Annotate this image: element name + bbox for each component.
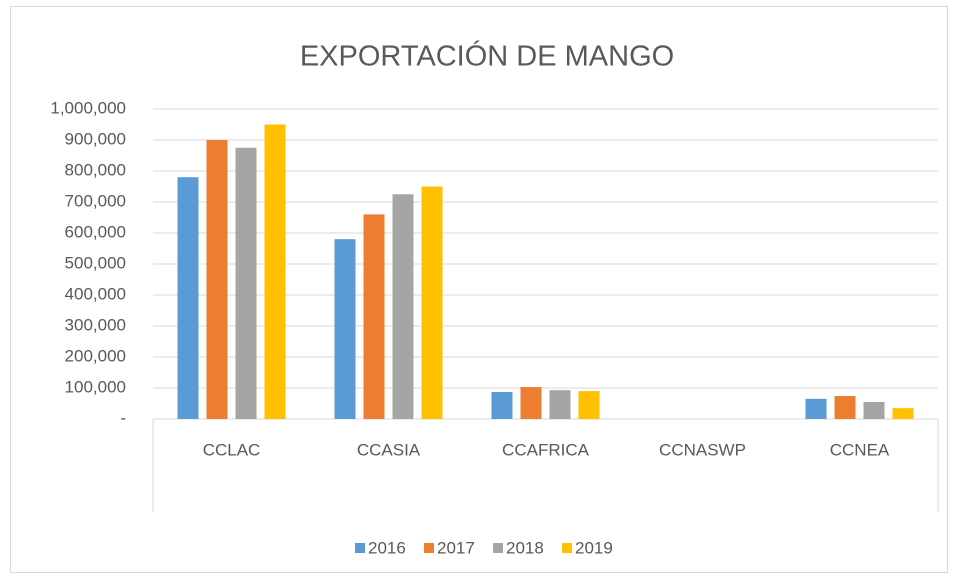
y-tick-label: - bbox=[120, 408, 126, 427]
bar bbox=[264, 124, 286, 419]
y-tick-label: 500,000 bbox=[65, 253, 126, 272]
bar bbox=[863, 401, 885, 419]
y-tick-label: 200,000 bbox=[65, 346, 126, 365]
y-tick-label: 700,000 bbox=[65, 191, 126, 210]
y-tick-label: 800,000 bbox=[65, 160, 126, 179]
bar bbox=[235, 147, 257, 419]
legend-swatch bbox=[355, 543, 365, 553]
legend-label: 2019 bbox=[575, 538, 613, 557]
bar bbox=[805, 398, 827, 419]
bar bbox=[520, 387, 542, 419]
bar bbox=[491, 392, 513, 419]
y-tick-label: 600,000 bbox=[65, 222, 126, 241]
legend-swatch bbox=[493, 543, 503, 553]
chart-title: EXPORTACIÓN DE MANGO bbox=[300, 40, 674, 73]
y-tick-label: 100,000 bbox=[65, 377, 126, 396]
legend-label: 2018 bbox=[506, 538, 544, 557]
bar bbox=[834, 396, 856, 419]
legend-swatch bbox=[424, 543, 434, 553]
legend-swatch bbox=[562, 543, 572, 553]
chart-border bbox=[10, 6, 948, 573]
x-tick-label: CCNASWP bbox=[659, 440, 746, 459]
bar bbox=[892, 408, 914, 419]
bar bbox=[421, 186, 443, 419]
x-tick-label: CCNEA bbox=[830, 440, 890, 459]
x-tick-label: CCASIA bbox=[357, 440, 421, 459]
legend-label: 2016 bbox=[368, 538, 406, 557]
y-tick-label: 300,000 bbox=[65, 315, 126, 334]
bar bbox=[334, 239, 356, 419]
y-tick-label: 1,000,000 bbox=[50, 98, 126, 117]
bar bbox=[392, 194, 414, 419]
y-tick-label: 400,000 bbox=[65, 284, 126, 303]
x-tick-label: CCLAC bbox=[203, 440, 261, 459]
bar bbox=[206, 140, 228, 419]
bar bbox=[177, 177, 199, 419]
legend-label: 2017 bbox=[437, 538, 475, 557]
bar bbox=[363, 214, 385, 419]
bar bbox=[549, 390, 571, 419]
x-tick-label: CCAFRICA bbox=[502, 440, 590, 459]
bar bbox=[578, 391, 600, 419]
y-tick-label: 900,000 bbox=[65, 129, 126, 148]
